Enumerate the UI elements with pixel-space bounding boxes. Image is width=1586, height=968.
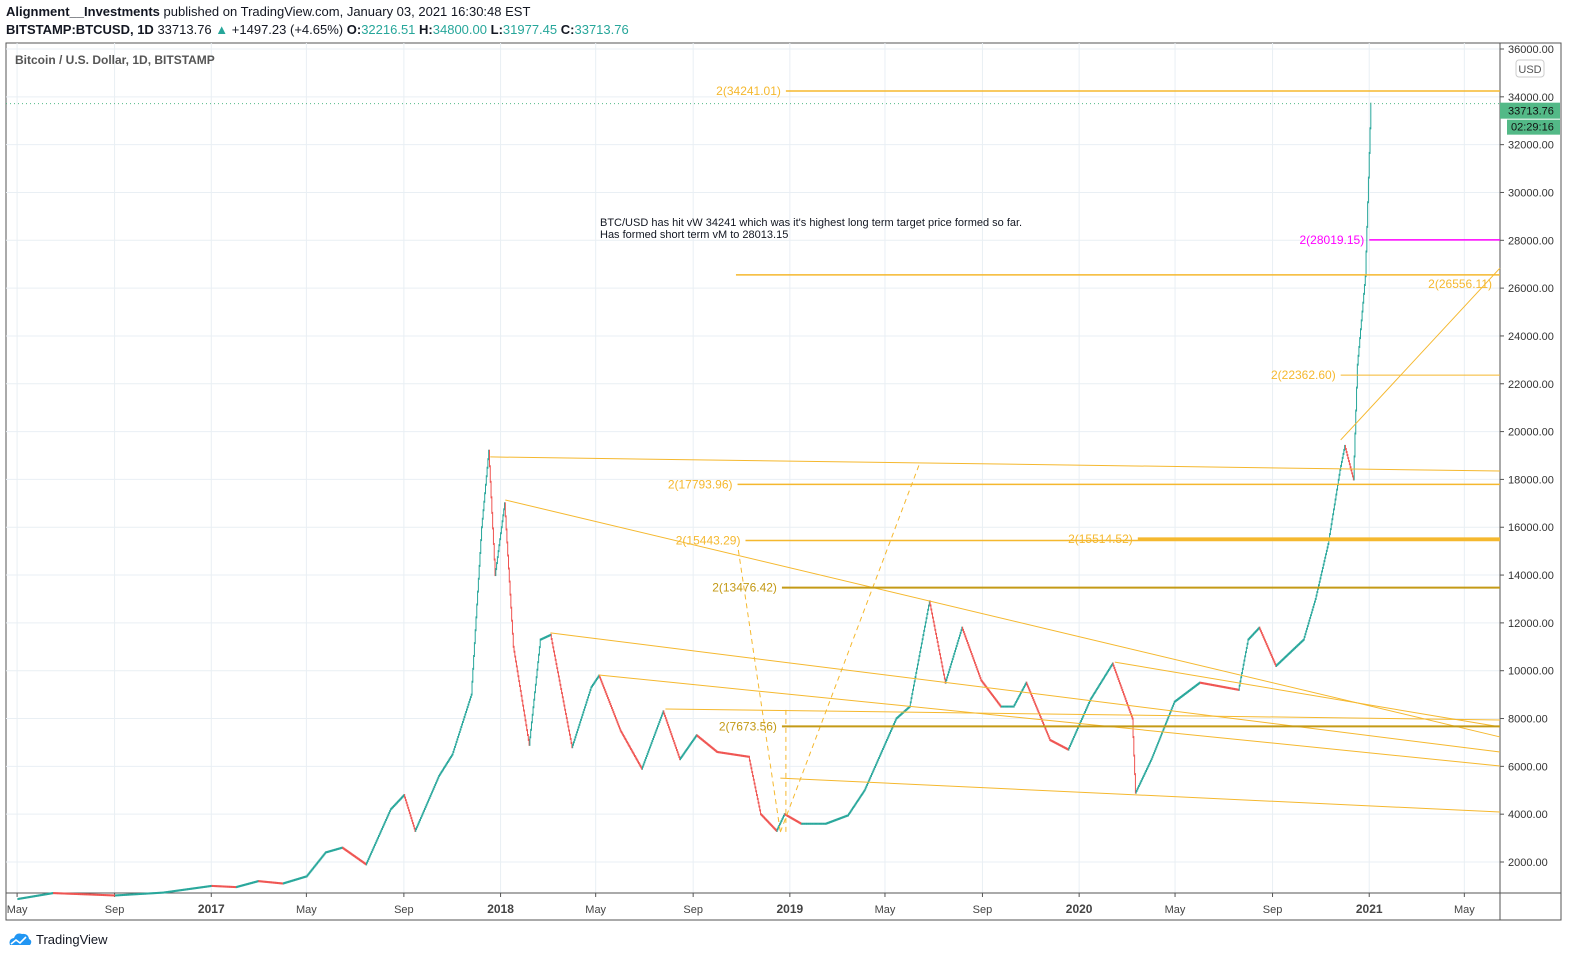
tradingview-logo[interactable]: TradingView — [8, 931, 108, 947]
y-tick-label: 22000.00 — [1508, 379, 1554, 391]
x-tick-label: May — [7, 904, 28, 916]
trend-line — [598, 674, 1501, 767]
y-tick-label: 32000.00 — [1508, 140, 1554, 152]
y-tick-label: 10000.00 — [1508, 666, 1554, 678]
dashed-projection-line — [779, 462, 921, 833]
y-tick-label: 14000.00 — [1508, 570, 1554, 582]
level-label: 2(15443.29) — [676, 534, 741, 548]
level-label: 2(17793.96) — [668, 477, 733, 491]
open-label: O: — [346, 22, 362, 37]
y-tick-label: 28000.00 — [1508, 235, 1554, 247]
level-label: 2(13476.42) — [712, 581, 777, 595]
published-text: published on TradingView.com, January 03… — [163, 4, 531, 19]
y-tick-label: 20000.00 — [1508, 427, 1554, 439]
level-label: 2(26556.11) — [1428, 277, 1492, 291]
y-tick-label: 34000.00 — [1508, 92, 1554, 104]
y-tick-label: 12000.00 — [1508, 618, 1554, 630]
y-tick-label: 4000.00 — [1508, 809, 1548, 821]
y-tick-label: 8000.00 — [1508, 714, 1548, 726]
y-tick-label: 6000.00 — [1508, 761, 1548, 773]
trend-line — [505, 499, 1501, 738]
trend-line — [550, 632, 1501, 753]
y-tick-label: 36000.00 — [1508, 44, 1554, 56]
y-tick-label: 30000.00 — [1508, 187, 1554, 199]
up-triangle-icon: ▲ — [215, 22, 229, 37]
level-label: 2(34241.01) — [716, 84, 781, 98]
symbol: BITSTAMP:BTCUSD, 1D — [6, 22, 154, 37]
x-tick-label: May — [875, 904, 896, 916]
chart-frame — [5, 42, 1562, 921]
x-tick-label: Sep — [683, 904, 703, 916]
countdown-tag — [1507, 119, 1560, 135]
level-label: 2(15514.52) — [1068, 532, 1133, 546]
last-price-tag — [1500, 102, 1560, 119]
currency-label: USD — [1518, 64, 1541, 76]
x-tick-label: May — [1454, 904, 1475, 916]
last-price: 33713.76 — [157, 22, 212, 37]
trend-line — [665, 708, 1501, 721]
trend-line — [780, 777, 1501, 813]
currency-badge — [1515, 59, 1545, 78]
high-label: H: — [419, 22, 433, 37]
last-price-label: 33713.76 — [1508, 106, 1554, 118]
annotation-line-2: Has formed short term vM to 28013.15 — [600, 229, 788, 241]
x-tick-label: 2019 — [777, 902, 804, 916]
x-tick-label: Sep — [394, 904, 414, 916]
x-tick-label: Sep — [973, 904, 993, 916]
trend-line — [1114, 661, 1501, 728]
x-tick-label: 2021 — [1356, 902, 1383, 916]
low-label: L: — [490, 22, 503, 37]
close-label: C: — [560, 22, 575, 37]
trend-line — [490, 456, 1501, 472]
x-tick-label: 2018 — [487, 902, 514, 916]
x-tick-label: May — [585, 904, 606, 916]
y-tick-label: 16000.00 — [1508, 522, 1554, 534]
symbol-info: BITSTAMP:BTCUSD, 1D 33713.76 ▲ +1497.23 … — [6, 22, 629, 37]
level-label: 2(28019.15) — [1300, 233, 1365, 247]
y-tick-label: 24000.00 — [1508, 331, 1554, 343]
y-tick-label: 18000.00 — [1508, 474, 1554, 486]
low-value: 31977.45 — [502, 22, 558, 37]
dashed-projection-line — [737, 549, 781, 833]
x-tick-label: May — [1165, 904, 1186, 916]
x-tick-label: Sep — [1263, 904, 1283, 916]
level-label: 2(7673.56) — [719, 719, 777, 733]
x-tick-label: Sep — [105, 904, 125, 916]
level-label: 2(22362.60) — [1271, 368, 1336, 382]
chart-title: Bitcoin / U.S. Dollar, 1D, BITSTAMP — [15, 53, 215, 67]
y-tick-label: 2000.00 — [1508, 857, 1548, 869]
tradingview-cloud-icon — [9, 933, 32, 945]
publish-info: Alignment__Investments published on Trad… — [6, 4, 530, 19]
x-tick-label: 2017 — [198, 902, 225, 916]
open-value: 32216.51 — [361, 22, 416, 37]
y-tick-label: 26000.00 — [1508, 283, 1554, 295]
footer-brand: TradingView — [36, 931, 108, 947]
x-tick-label: May — [296, 904, 317, 916]
annotation-line-1: BTC/USD has hit vW 34241 which was it's … — [600, 217, 1022, 229]
trend-line — [1340, 267, 1501, 441]
price-change: +1497.23 (+4.65%) — [231, 22, 344, 37]
close-value: 33713.76 — [574, 22, 629, 37]
countdown-label: 02:29:16 — [1511, 122, 1554, 134]
author-name[interactable]: Alignment__Investments — [6, 4, 160, 19]
x-tick-label: 2020 — [1066, 902, 1093, 916]
high-value: 34800.00 — [432, 22, 487, 37]
